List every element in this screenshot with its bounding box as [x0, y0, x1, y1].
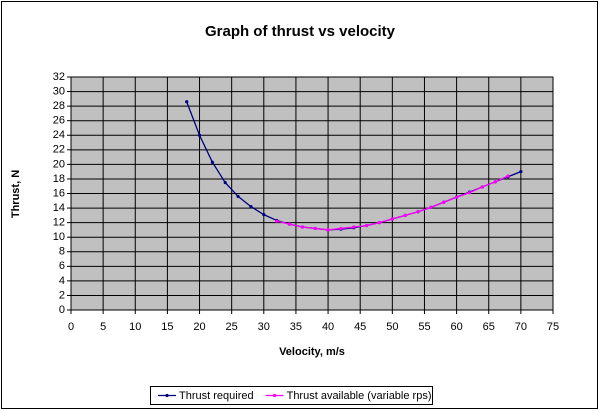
x-tick-label: 25 [226, 321, 238, 333]
point-marker [339, 226, 343, 231]
x-tick-label: 70 [515, 321, 527, 333]
y-tick-label: 14 [53, 202, 65, 214]
point-marker [377, 221, 382, 225]
point-marker [287, 222, 292, 226]
point-marker [455, 195, 459, 199]
point-marker [442, 200, 446, 204]
point-marker [249, 205, 253, 209]
point-marker [223, 180, 227, 185]
point-marker [275, 219, 279, 223]
point-marker [480, 185, 484, 189]
x-tick-label: 5 [100, 321, 106, 333]
point-marker [403, 213, 407, 217]
point-marker [185, 100, 189, 104]
legend-label: Thrust required [179, 390, 254, 402]
legend: Thrust required Thrust available (variabl… [150, 386, 433, 405]
y-tick-label: 2 [59, 289, 65, 301]
point-marker [416, 210, 420, 214]
point-marker [197, 133, 202, 137]
point-marker [506, 174, 510, 178]
legend-box [150, 386, 433, 405]
y-tick-label: 16 [53, 187, 65, 199]
point-marker [467, 191, 472, 195]
point-marker [313, 226, 317, 231]
y-tick-label: 28 [53, 100, 65, 112]
point-marker [390, 217, 394, 221]
y-tick-label: 10 [53, 231, 65, 243]
x-tick-label: 50 [386, 321, 398, 333]
x-tick-label: 55 [418, 321, 430, 333]
y-tick-label: 18 [53, 173, 65, 185]
point-marker [326, 228, 330, 232]
y-tick-label: 20 [53, 158, 65, 170]
x-tick-label: 0 [68, 321, 74, 333]
point-marker [429, 205, 433, 209]
x-tick-label: 15 [161, 321, 173, 333]
x-tick-label: 35 [290, 321, 302, 333]
y-tick-label: 8 [59, 246, 65, 258]
x-tick-label: 45 [354, 321, 366, 333]
x-axis-title: Velocity, m/s [279, 346, 345, 358]
x-tick-label: 40 [322, 321, 334, 333]
y-tick-label: 26 [53, 115, 65, 127]
y-tick-label: 22 [53, 144, 65, 156]
y-tick-label: 0 [59, 304, 65, 316]
chart-title: Graph of thrust vs velocity [205, 23, 396, 40]
legend-marker [165, 393, 169, 398]
y-tick-label: 30 [53, 85, 65, 97]
point-marker [352, 225, 356, 229]
point-marker [210, 160, 214, 164]
y-tick-label: 4 [59, 275, 65, 287]
legend-marker [272, 393, 277, 398]
y-tick-label: 12 [53, 217, 65, 229]
x-tick-label: 65 [483, 321, 495, 333]
point-marker [519, 170, 523, 174]
y-axis-title: Thrust, N [10, 170, 22, 218]
point-marker [262, 213, 266, 217]
x-tick-label: 30 [258, 321, 270, 333]
y-tick-label: 24 [53, 129, 65, 141]
point-marker [493, 180, 497, 184]
x-tick-label: 60 [450, 321, 462, 333]
y-tick-label: 32 [53, 71, 65, 83]
y-tick-label: 6 [59, 260, 65, 272]
point-marker [365, 223, 369, 228]
x-tick-label: 20 [193, 321, 205, 333]
x-tick-label: 75 [547, 321, 559, 333]
x-tick-label: 10 [129, 321, 141, 333]
point-marker [300, 225, 304, 229]
point-marker [236, 194, 240, 199]
legend-label: Thrust available (variable rps) [287, 390, 432, 402]
